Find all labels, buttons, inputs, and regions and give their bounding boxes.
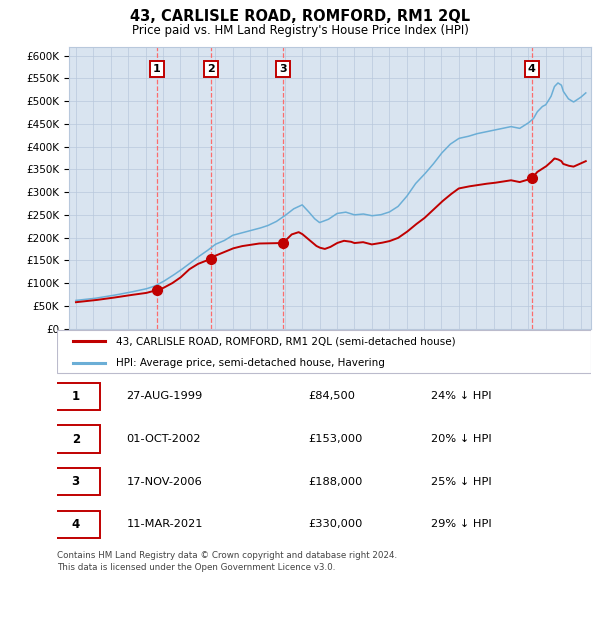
- Text: £188,000: £188,000: [308, 477, 362, 487]
- FancyBboxPatch shape: [52, 511, 100, 538]
- Text: 27-AUG-1999: 27-AUG-1999: [127, 391, 203, 401]
- Text: 2: 2: [207, 64, 215, 74]
- Text: 4: 4: [528, 64, 536, 74]
- Text: 25% ↓ HPI: 25% ↓ HPI: [431, 477, 491, 487]
- Text: 43, CARLISLE ROAD, ROMFORD, RM1 2QL (semi-detached house): 43, CARLISLE ROAD, ROMFORD, RM1 2QL (sem…: [116, 336, 455, 346]
- Text: Price paid vs. HM Land Registry's House Price Index (HPI): Price paid vs. HM Land Registry's House …: [131, 24, 469, 37]
- Text: Contains HM Land Registry data © Crown copyright and database right 2024.
This d: Contains HM Land Registry data © Crown c…: [57, 551, 397, 572]
- FancyBboxPatch shape: [52, 383, 100, 410]
- Text: 1: 1: [153, 64, 161, 74]
- Text: 20% ↓ HPI: 20% ↓ HPI: [431, 434, 491, 444]
- FancyBboxPatch shape: [57, 330, 591, 373]
- Text: 2: 2: [71, 433, 80, 446]
- Text: 17-NOV-2006: 17-NOV-2006: [127, 477, 202, 487]
- FancyBboxPatch shape: [52, 468, 100, 495]
- Text: 43, CARLISLE ROAD, ROMFORD, RM1 2QL: 43, CARLISLE ROAD, ROMFORD, RM1 2QL: [130, 9, 470, 24]
- Text: £153,000: £153,000: [308, 434, 362, 444]
- Text: 1: 1: [71, 390, 80, 403]
- Text: 01-OCT-2002: 01-OCT-2002: [127, 434, 201, 444]
- Text: £330,000: £330,000: [308, 520, 362, 529]
- Text: 11-MAR-2021: 11-MAR-2021: [127, 520, 203, 529]
- Text: HPI: Average price, semi-detached house, Havering: HPI: Average price, semi-detached house,…: [116, 358, 385, 368]
- FancyBboxPatch shape: [52, 425, 100, 453]
- Text: 3: 3: [279, 64, 286, 74]
- Text: 29% ↓ HPI: 29% ↓ HPI: [431, 520, 491, 529]
- Text: 4: 4: [71, 518, 80, 531]
- Text: £84,500: £84,500: [308, 391, 355, 401]
- Text: 24% ↓ HPI: 24% ↓ HPI: [431, 391, 491, 401]
- Text: 3: 3: [71, 475, 80, 488]
